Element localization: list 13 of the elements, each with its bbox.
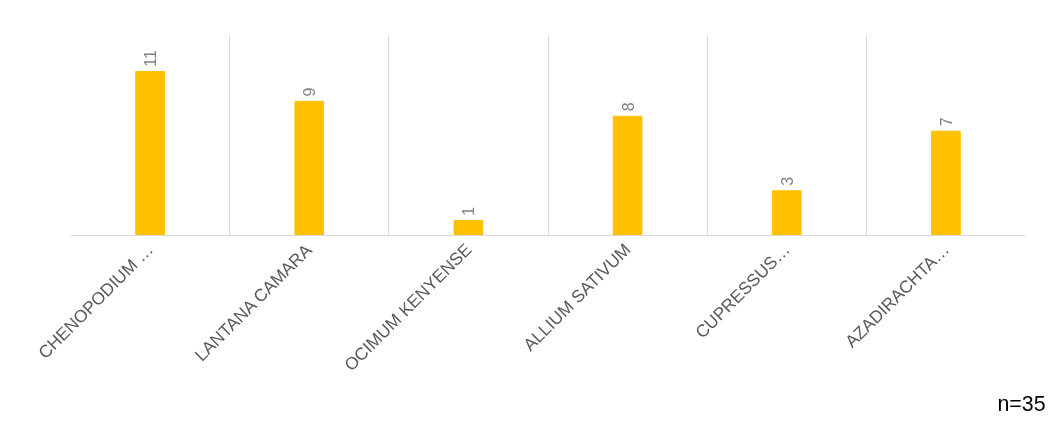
text: n=35 [997,391,1046,416]
bar [612,115,643,236]
data-label: 1 [460,206,478,216]
data-label: 3 [778,176,796,186]
data-label: 11 [142,49,160,67]
data-label: 9 [301,87,319,97]
bar [771,190,802,236]
data-label: 7 [937,117,955,127]
bar [294,100,325,236]
data-label: 8 [619,102,637,112]
bar [135,71,165,236]
bar [931,130,961,236]
bar [453,220,484,236]
